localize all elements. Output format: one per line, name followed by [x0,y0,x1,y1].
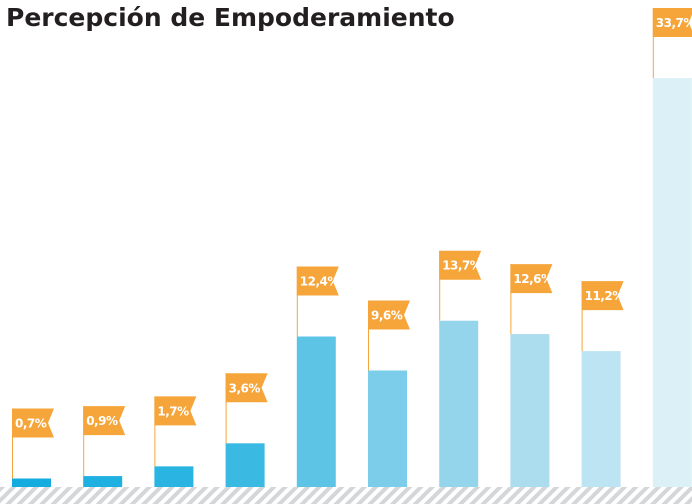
bar [225,443,265,487]
flag [83,406,126,436]
value-label: 13,7% [442,259,482,273]
baseline-strip [0,487,692,504]
value-label: 1,7% [157,404,189,418]
bar [581,351,621,487]
flag [439,250,482,280]
chart-title: Percepción de Empoderamiento [6,3,455,32]
value-label: 0,7% [15,417,47,431]
bar [296,336,336,487]
value-label: 33,7% [656,16,692,30]
bar [83,476,123,487]
bar [154,466,194,487]
bar [652,78,692,487]
value-label: 9,6% [371,308,403,322]
flag [652,8,692,37]
bar [439,320,479,487]
flag [154,396,197,426]
bar [368,370,407,487]
flag [225,373,268,403]
flag [12,408,54,438]
value-label: 12,6% [513,272,553,286]
value-label: 0,9% [86,414,118,428]
flag [581,281,624,311]
flag [368,300,410,330]
bar [510,334,550,487]
value-label: 12,4% [300,275,340,289]
flag [296,266,339,296]
flag [510,264,553,294]
value-label: 3,6% [229,381,261,395]
value-label: 11,2% [585,289,625,303]
bar [12,478,51,487]
